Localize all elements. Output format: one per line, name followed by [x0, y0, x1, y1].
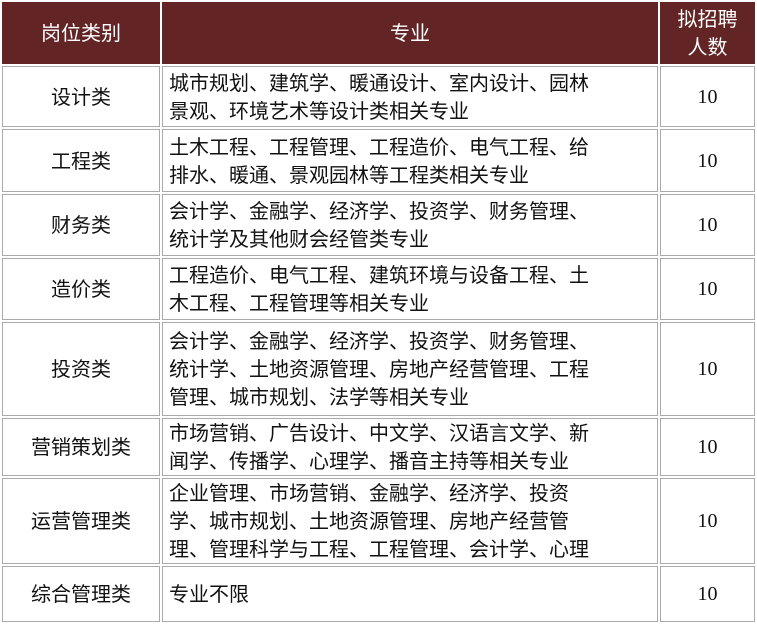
cell-major: 会计学、金融学、经济学、投资学、财务管理、 统计学、土地资源管理、房地产经营管理、… — [162, 322, 658, 416]
cell-count: 10 — [660, 258, 755, 320]
major-line: 土木工程、工程管理、工程造价、电气工程、给 — [169, 134, 589, 159]
table-row: 综合管理类 专业不限 10 — [2, 566, 755, 622]
major-line: 排水、暖通、景观园林等工程类相关专业 — [169, 162, 529, 187]
header-row: 岗位类别 专业 拟招聘 人数 — [2, 2, 755, 64]
table-row: 运营管理类 企业管理、市场营销、金融学、经济学、投资 学、城市规划、土地资源管理、房… — [2, 478, 755, 564]
cell-count: 10 — [660, 566, 755, 622]
major-line: 闻学、传播学、心理学、播音主持等相关专业 — [169, 449, 569, 473]
cell-category: 工程类 — [2, 129, 160, 192]
major-line: 学、城市规划、土地资源管理、房地产经营管 — [169, 509, 569, 533]
cell-category: 设计类 — [2, 66, 160, 127]
major-line: 城市规划、建筑学、暖通设计、室内设计、园林 — [169, 70, 589, 95]
major-line: 统计学及其他财会经管类专业 — [169, 227, 429, 251]
table-row: 投资类 会计学、金融学、经济学、投资学、财务管理、 统计学、土地资源管理、房地产经营… — [2, 322, 755, 416]
table-row: 财务类 会计学、金融学、经济学、投资学、财务管理、 统计学及其他财会经管类专业 10 — [2, 194, 755, 256]
cell-category: 综合管理类 — [2, 566, 160, 622]
table-row: 设计类 城市规划、建筑学、暖通设计、室内设计、园林 景观、环境艺术等设计类相关专业 1… — [2, 66, 755, 127]
cell-count: 10 — [660, 194, 755, 256]
cell-count: 10 — [660, 322, 755, 416]
major-line: 理、管理科学与工程、工程管理、会计学、心理 — [169, 537, 589, 561]
major-line: 统计学、土地资源管理、房地产经营管理、工程 — [169, 357, 589, 381]
cell-major: 企业管理、市场营销、金融学、经济学、投资 学、城市规划、土地资源管理、房地产经营管… — [162, 478, 658, 564]
major-line: 景观、环境艺术等设计类相关专业 — [169, 98, 469, 123]
cell-major: 城市规划、建筑学、暖通设计、室内设计、园林 景观、环境艺术等设计类相关专业 — [162, 66, 658, 127]
table-row: 营销策划类 市场营销、广告设计、中文学、汉语言文学、新 闻学、传播学、心理学、播音主… — [2, 418, 755, 476]
cell-major: 土木工程、工程管理、工程造价、电气工程、给 排水、暖通、景观园林等工程类相关专业 — [162, 129, 658, 192]
major-line: 会计学、金融学、经济学、投资学、财务管理、 — [169, 199, 589, 223]
cell-major: 会计学、金融学、经济学、投资学、财务管理、 统计学及其他财会经管类专业 — [162, 194, 658, 256]
header-count: 拟招聘 人数 — [660, 2, 755, 64]
cell-category: 造价类 — [2, 258, 160, 320]
cell-major: 工程造价、电气工程、建筑环境与设备工程、土 木工程、工程管理等相关专业 — [162, 258, 658, 320]
cell-count: 10 — [660, 478, 755, 564]
major-line: 管理、城市规划、法学等相关专业 — [169, 385, 469, 409]
cell-count: 10 — [660, 418, 755, 476]
table-row: 造价类 工程造价、电气工程、建筑环境与设备工程、土 木工程、工程管理等相关专业 10 — [2, 258, 755, 320]
major-line: 木工程、工程管理等相关专业 — [169, 291, 429, 315]
cell-count: 10 — [660, 129, 755, 192]
major-line: 市场营销、广告设计、中文学、汉语言文学、新 — [169, 421, 589, 445]
cell-category: 财务类 — [2, 194, 160, 256]
cell-count: 10 — [660, 66, 755, 127]
major-line: 企业管理、市场营销、金融学、经济学、投资 — [169, 481, 569, 505]
major-line: 工程造价、电气工程、建筑环境与设备工程、土 — [169, 263, 589, 287]
cell-category: 投资类 — [2, 322, 160, 416]
cell-major: 市场营销、广告设计、中文学、汉语言文学、新 闻学、传播学、心理学、播音主持等相关专… — [162, 418, 658, 476]
header-category: 岗位类别 — [2, 2, 160, 64]
major-line: 专业不限 — [169, 582, 249, 606]
major-line: 会计学、金融学、经济学、投资学、财务管理、 — [169, 329, 589, 353]
cell-major: 专业不限 — [162, 566, 658, 622]
cell-category: 营销策划类 — [2, 418, 160, 476]
recruitment-table: 岗位类别 专业 拟招聘 人数 设计类 城市规划、建筑学、暖通设计、室内设计、园林景… — [0, 0, 757, 624]
table-row: 工程类 土木工程、工程管理、工程造价、电气工程、给 排水、暖通、景观园林等工程类相关… — [2, 129, 755, 192]
header-major: 专业 — [162, 2, 658, 64]
cell-category: 运营管理类 — [2, 478, 160, 564]
